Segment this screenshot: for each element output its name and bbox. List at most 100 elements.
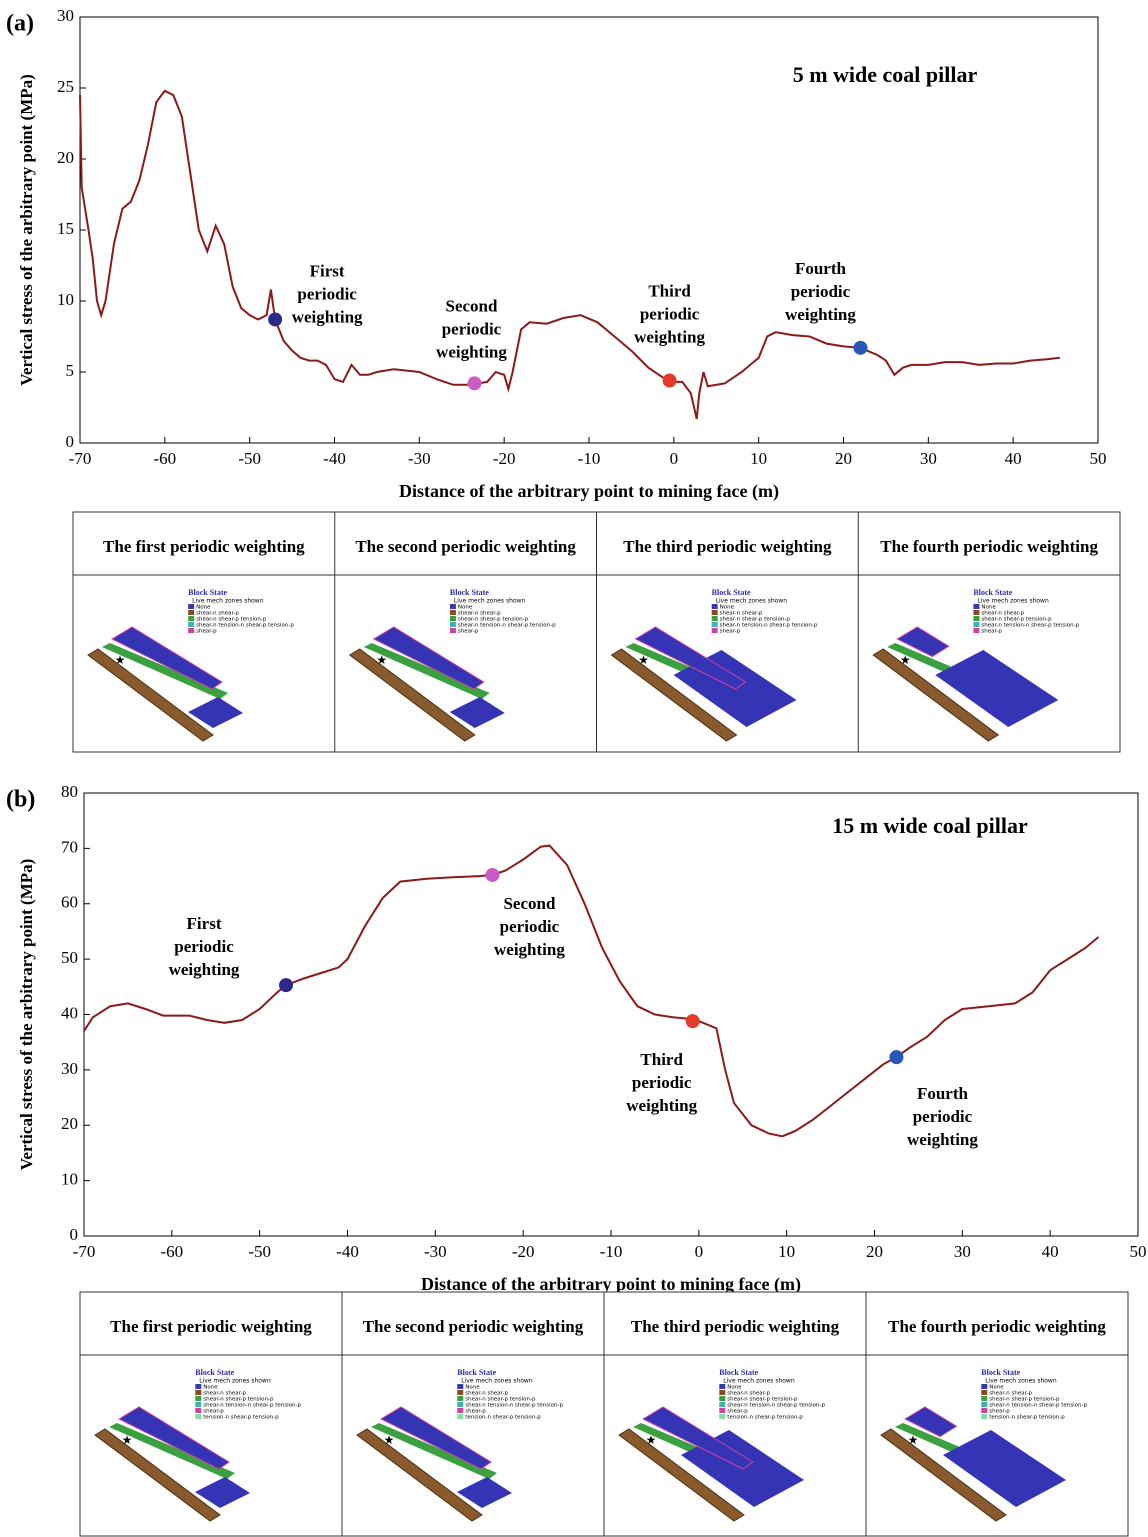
weighting-marker (268, 312, 283, 327)
marker-label: periodic (500, 917, 560, 936)
legend-swatch (981, 1390, 988, 1395)
block-pillar (379, 1406, 492, 1470)
legend-swatch (188, 622, 195, 627)
x-tick-label: 30 (920, 449, 937, 468)
y-tick-label: 15 (57, 219, 74, 238)
x-tick-label: -20 (493, 449, 516, 468)
marker-label: First (187, 914, 222, 933)
y-axis-label: Vertical stress of the arbitrary point (… (17, 74, 36, 386)
y-tick-label: 30 (61, 1059, 78, 1078)
weighting-marker (889, 1050, 904, 1065)
legend-swatch (973, 604, 980, 609)
x-tick-label: -10 (600, 1242, 623, 1261)
x-tick-label: 20 (835, 449, 852, 468)
y-tick-label: 20 (61, 1114, 78, 1133)
legend-swatch (973, 628, 980, 633)
legend-item: shear-n tension-n shear-p tension-p (465, 1403, 563, 1409)
x-tick-label: -40 (323, 449, 346, 468)
legend-item: shear-p (203, 1409, 224, 1415)
legend-swatch (195, 1408, 202, 1413)
marker-label: Fourth (917, 1084, 969, 1103)
legend-swatch (719, 1414, 726, 1419)
point-star: ★ (908, 1433, 919, 1447)
block-goaf (449, 697, 505, 728)
marker-label: weighting (634, 327, 705, 346)
marker-label: weighting (494, 940, 565, 959)
legend-swatch (719, 1402, 726, 1407)
legend-title: Block State (188, 588, 227, 597)
legend-item: tension-n shear-p tension-p (203, 1415, 279, 1421)
legend-swatch (711, 622, 718, 627)
point-star: ★ (122, 1433, 133, 1447)
marker-label: weighting (626, 1096, 697, 1115)
legend-swatch (188, 610, 195, 615)
column-header: The second periodic weighting (363, 1317, 584, 1336)
legend-item: shear-n tension-n shear-p tension-p (458, 623, 556, 629)
plot-frame (83, 792, 1139, 1237)
legend-title: Block State (195, 1368, 234, 1377)
block-pillar (110, 626, 223, 690)
legend-swatch (981, 1408, 988, 1413)
block-goaf (943, 1430, 1066, 1507)
marker-label: weighting (169, 960, 240, 979)
legend-item: tension-n shear-p tension-p (989, 1415, 1065, 1421)
legend-item: shear-n shear-p (981, 611, 1024, 617)
legend-swatch (195, 1396, 202, 1401)
legend-subtitle: Live mech zones shown (977, 598, 1049, 605)
legend-subtitle: Live mech zones shown (716, 598, 788, 605)
x-tick-label: -20 (512, 1242, 535, 1261)
marker-label: periodic (913, 1107, 973, 1126)
marker-label: Fourth (795, 259, 847, 278)
legend-swatch (981, 1384, 988, 1389)
legend-item: shear-n shear-p (727, 1391, 770, 1397)
x-axis-label: Distance of the arbitrary point to minin… (421, 1274, 801, 1295)
legend-title: Block State (973, 588, 1012, 597)
weighting-marker (279, 978, 294, 993)
x-tick-label: 0 (695, 1242, 704, 1261)
point-star: ★ (115, 653, 126, 667)
marker-label: weighting (292, 307, 363, 326)
legend-item: shear-p (720, 629, 741, 635)
legend-title: Block State (450, 588, 489, 597)
column-header: The fourth periodic weighting (880, 537, 1098, 556)
legend-swatch (457, 1384, 464, 1389)
y-tick-label: 60 (61, 893, 78, 912)
legend-title: Block State (457, 1368, 496, 1377)
y-tick-label: 5 (66, 361, 75, 380)
legend-swatch (195, 1414, 202, 1419)
legend-subtitle: Live mech zones shown (199, 1378, 271, 1385)
block-strip (348, 648, 476, 742)
block-pillar (117, 1406, 230, 1470)
block-strip (618, 1428, 745, 1522)
block-zone (102, 643, 228, 699)
legend-swatch (457, 1414, 464, 1419)
legend-item: shear-n tension-n shear-p tension-p (720, 623, 818, 629)
y-tick-label: 40 (61, 1003, 78, 1022)
column-header: The fourth periodic weighting (888, 1317, 1106, 1336)
y-tick-label: 50 (61, 948, 78, 967)
legend-swatch (188, 628, 195, 633)
legend-subtitle: Live mech zones shown (985, 1378, 1057, 1385)
legend-swatch (457, 1408, 464, 1413)
legend-title: Block State (981, 1368, 1020, 1377)
panel-label: (a) (6, 11, 34, 37)
x-tick-label: 10 (778, 1242, 795, 1261)
legend-swatch (719, 1390, 726, 1395)
legend-swatch (195, 1384, 202, 1389)
legend-title: Block State (712, 588, 751, 597)
legend-item: shear-n tension-n shear-p tension-p (989, 1403, 1087, 1409)
point-star: ★ (900, 653, 911, 667)
line-series (79, 89, 1060, 420)
x-tick-label: -60 (160, 1242, 183, 1261)
weighting-marker (467, 376, 482, 391)
legend-swatch (981, 1414, 988, 1419)
x-tick-label: 20 (866, 1242, 883, 1261)
legend-swatch (973, 616, 980, 621)
panel-label: (b) (6, 787, 35, 813)
legend-swatch (449, 604, 456, 609)
legend-swatch (711, 616, 718, 621)
legend-subtitle: Live mech zones shown (454, 598, 526, 605)
block-goaf (188, 697, 243, 728)
x-tick-label: 50 (1130, 1242, 1147, 1261)
